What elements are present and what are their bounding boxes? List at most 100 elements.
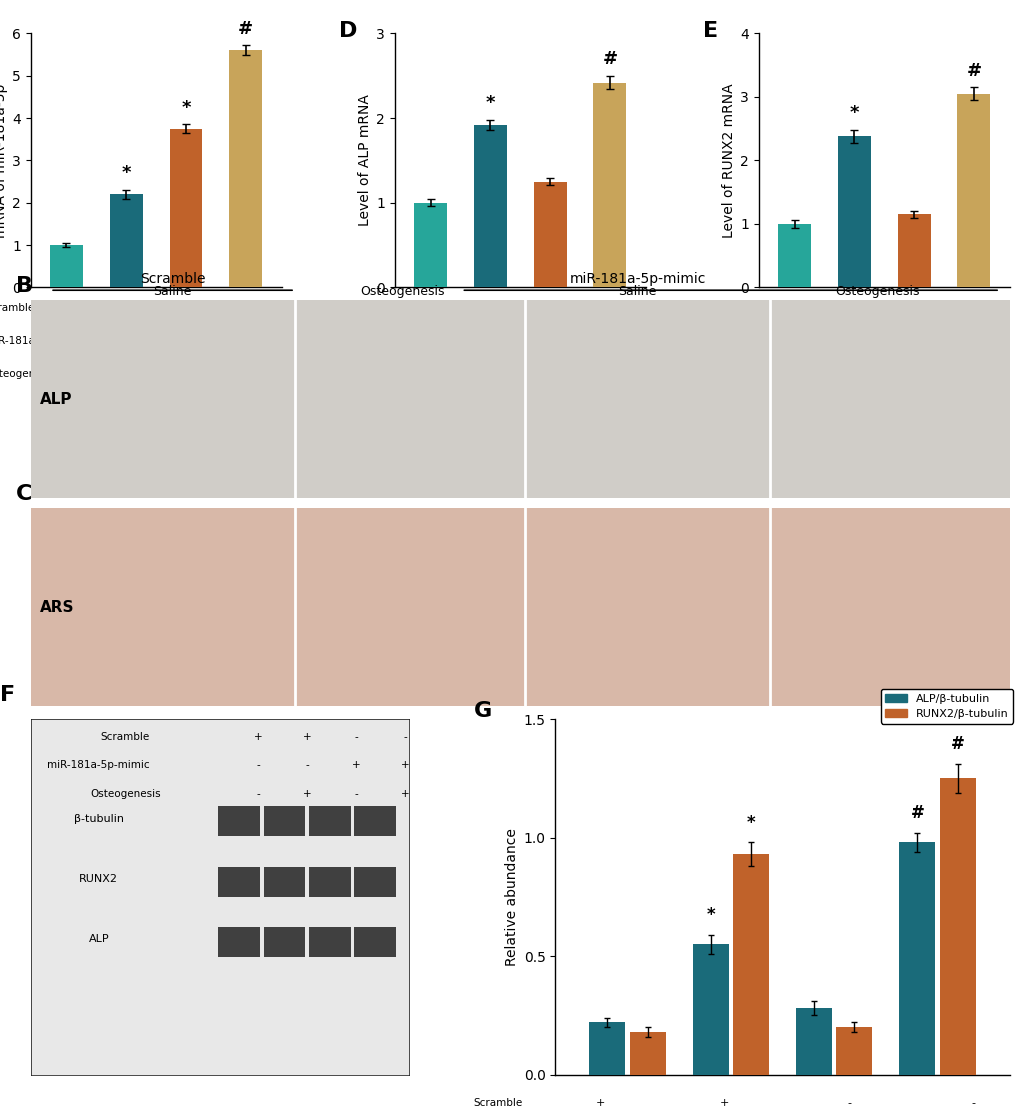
Text: +: + — [595, 1098, 605, 1108]
Bar — [50, 246, 83, 287]
Bar — [795, 1008, 832, 1075]
Text: +: + — [500, 368, 510, 378]
Text: -: - — [355, 789, 358, 799]
FancyBboxPatch shape — [355, 927, 395, 958]
Bar — [474, 125, 506, 287]
Legend: ALP/β-tubulin, RUNX2/β-tubulin: ALP/β-tubulin, RUNX2/β-tubulin — [879, 690, 1012, 723]
Text: *: * — [706, 906, 714, 924]
Text: C: C — [16, 484, 33, 504]
Bar — [777, 224, 810, 287]
Text: +: + — [631, 368, 640, 378]
Bar — [229, 50, 262, 287]
Text: -: - — [355, 732, 358, 742]
Bar — [899, 843, 934, 1075]
Text: +: + — [254, 732, 262, 742]
Text: -: - — [73, 336, 77, 346]
Text: #: # — [910, 805, 923, 822]
Bar — [733, 854, 768, 1075]
Text: Osteogenesis: Osteogenesis — [0, 368, 56, 378]
FancyBboxPatch shape — [355, 867, 395, 897]
Text: +: + — [267, 336, 276, 346]
FancyBboxPatch shape — [218, 927, 260, 958]
Text: Osteogenesis: Osteogenesis — [360, 286, 444, 298]
Text: +: + — [929, 336, 938, 346]
Text: +: + — [719, 1098, 729, 1108]
FancyBboxPatch shape — [218, 867, 260, 897]
Text: +: + — [202, 336, 211, 346]
Text: -: - — [256, 789, 260, 799]
Bar — [692, 944, 729, 1075]
Text: -: - — [256, 760, 260, 770]
Text: +: + — [267, 368, 276, 378]
Text: β-tubulin: β-tubulin — [73, 814, 123, 824]
Text: -: - — [568, 368, 572, 378]
Bar — [838, 136, 870, 287]
Text: -: - — [847, 1098, 850, 1108]
Text: +: + — [566, 336, 575, 346]
Text: -: - — [931, 302, 935, 312]
Text: -: - — [269, 302, 273, 312]
Text: +: + — [303, 732, 311, 742]
Text: E: E — [703, 21, 718, 41]
Text: +: + — [137, 368, 146, 378]
Text: Saline: Saline — [618, 286, 656, 298]
Text: *: * — [181, 99, 191, 117]
Text: -: - — [404, 732, 407, 742]
Text: miR-181a-5p-mimic: miR-181a-5p-mimic — [569, 272, 705, 287]
Text: miR-181a-5p-mimic: miR-181a-5p-mimic — [48, 760, 150, 770]
Text: *: * — [849, 104, 858, 123]
Text: miR-181a-5p-mimic: miR-181a-5p-mimic — [0, 336, 88, 346]
Text: -: - — [801, 336, 805, 346]
Bar — [533, 182, 566, 287]
Text: -: - — [502, 336, 506, 346]
Text: #: # — [601, 50, 616, 68]
Text: Scramble: Scramble — [713, 302, 762, 312]
Text: -: - — [568, 302, 572, 312]
Text: -: - — [970, 1098, 974, 1108]
Text: Scramble: Scramble — [140, 272, 205, 287]
Y-axis label: Relative abundance: Relative abundance — [504, 828, 519, 965]
Text: Osteogenesis: Osteogenesis — [90, 789, 160, 799]
Y-axis label: Level of RUNX2 mRNA: Level of RUNX2 mRNA — [721, 83, 736, 238]
Text: -: - — [866, 336, 870, 346]
Text: Osteogenesis: Osteogenesis — [835, 286, 919, 298]
Bar — [169, 128, 202, 287]
Bar — [629, 1032, 665, 1075]
Text: -: - — [437, 368, 441, 378]
Text: D: D — [339, 21, 358, 41]
Text: +: + — [995, 368, 1004, 378]
FancyBboxPatch shape — [309, 927, 351, 958]
Text: -: - — [633, 302, 637, 312]
Text: +: + — [71, 302, 81, 312]
Text: -: - — [437, 336, 441, 346]
Text: G: G — [473, 701, 491, 721]
Text: *: * — [746, 814, 755, 831]
FancyBboxPatch shape — [263, 867, 305, 897]
Text: F: F — [0, 685, 15, 705]
Text: -: - — [931, 368, 935, 378]
Text: +: + — [435, 302, 444, 312]
Text: miR-181a-5p-mimic: miR-181a-5p-mimic — [713, 336, 815, 346]
FancyBboxPatch shape — [263, 927, 305, 958]
FancyBboxPatch shape — [263, 806, 305, 836]
Y-axis label: Level of ALP mRNA: Level of ALP mRNA — [358, 95, 372, 227]
Text: +: + — [303, 789, 311, 799]
Text: +: + — [864, 302, 873, 312]
Text: +: + — [500, 302, 510, 312]
Text: +: + — [352, 760, 361, 770]
Text: +: + — [995, 336, 1004, 346]
Text: RUNX2: RUNX2 — [79, 874, 118, 884]
Bar — [897, 214, 929, 287]
Text: -: - — [305, 760, 309, 770]
Text: ALP: ALP — [89, 934, 109, 944]
Text: -: - — [204, 302, 208, 312]
Text: Osteogenesis: Osteogenesis — [713, 368, 784, 378]
Bar — [938, 778, 975, 1075]
Text: Scramble: Scramble — [101, 732, 150, 742]
Text: +: + — [400, 760, 410, 770]
Text: Osteogenesis: Osteogenesis — [350, 368, 420, 378]
Text: ALP: ALP — [41, 392, 72, 406]
Text: *: * — [485, 94, 494, 113]
Bar — [836, 1027, 871, 1075]
Y-axis label: mRNA of miR-181a-5p: mRNA of miR-181a-5p — [0, 84, 8, 238]
